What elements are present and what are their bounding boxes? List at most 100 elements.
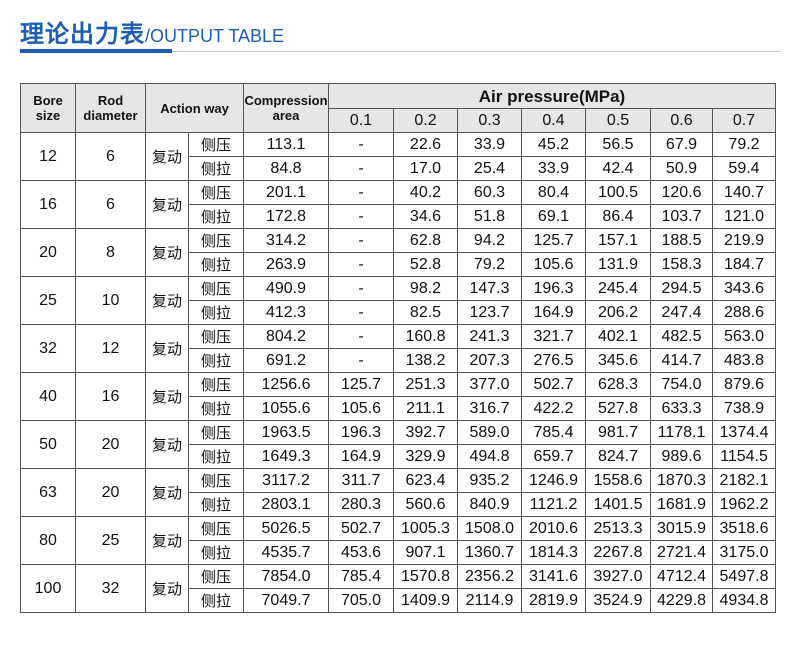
force-cell: 907.1 (393, 540, 458, 565)
force-cell: 100.5 (585, 180, 651, 205)
force-cell: 422.2 (521, 396, 586, 421)
action-cell: 复动 (145, 420, 189, 469)
area-cell: 691.2 (243, 348, 329, 373)
bore-cell: 80 (20, 516, 76, 565)
force-cell: 219.9 (712, 228, 776, 253)
data-row: 80 25 复动 侧压 5026.5 502.7 1005.3 1508.0 2010.6 251… (20, 516, 776, 565)
bore-cell: 63 (20, 468, 76, 517)
force-cell: 840.9 (457, 492, 522, 517)
force-cell: 879.6 (712, 372, 776, 397)
force-cell: 105.6 (328, 396, 394, 421)
mode-cell: 侧压 (188, 468, 244, 493)
force-cell: 4934.8 (712, 588, 776, 613)
bore-cell: 25 (20, 276, 76, 325)
action-cell: 复动 (145, 516, 189, 565)
bore-cell: 32 (20, 324, 76, 373)
force-cell: 121.0 (712, 204, 776, 229)
data-row: 侧拉 172.8-34.6 51.8 69.1 86.4 103.7 121.0 (21, 204, 776, 229)
rod-cell: 25 (75, 516, 146, 565)
force-cell: 3927.0 (585, 564, 651, 589)
force-cell: 247.4 (650, 300, 713, 325)
force-cell: 414.7 (650, 348, 713, 373)
bore-cell: 20 (20, 228, 76, 277)
data-row: 25 10 复动 侧压 490.9-98.2 147.3 196.3 245.4 294.5 34… (20, 276, 776, 325)
force-cell: 2721.4 (650, 540, 713, 565)
force-cell: 241.3 (457, 324, 522, 349)
force-cell: 502.7 (521, 372, 586, 397)
rod-cell: 8 (75, 228, 146, 277)
force-cell: 527.8 (585, 396, 651, 421)
data-row: 32 12 复动 侧压 804.2-160.8 241.3 321.7 402.1 482.5 5… (20, 324, 776, 373)
force-cell: 196.3 (521, 276, 586, 301)
area-cell: 1055.6 (243, 396, 329, 421)
force-cell: 824.7 (585, 444, 651, 469)
area-cell: 4535.7 (243, 540, 329, 565)
force-cell: 2513.3 (585, 516, 651, 541)
force-cell: - (328, 204, 394, 229)
action-cell: 复动 (145, 132, 189, 181)
force-cell: 131.9 (585, 252, 651, 277)
force-cell: 1121.2 (521, 492, 586, 517)
force-cell: 245.4 (585, 276, 651, 301)
force-cell: 1962.2 (712, 492, 776, 517)
rod-cell: 10 (75, 276, 146, 325)
bore-cell: 16 (20, 180, 76, 229)
force-cell: 160.8 (393, 324, 458, 349)
mode-cell: 侧拉 (188, 252, 244, 277)
force-cell: 705.0 (328, 588, 394, 613)
action-cell: 复动 (145, 276, 189, 325)
force-cell: 343.6 (712, 276, 776, 301)
area-cell: 804.2 (243, 324, 329, 349)
area-cell: 490.9 (243, 276, 329, 301)
force-cell: - (328, 228, 394, 253)
force-cell: 392.7 (393, 420, 458, 445)
mode-cell: 侧拉 (188, 588, 244, 613)
force-cell: 86.4 (585, 204, 651, 229)
force-cell: 50.9 (650, 156, 713, 181)
force-cell: 69.1 (521, 204, 586, 229)
force-cell: 184.7 (712, 252, 776, 277)
force-cell: 62.8 (393, 228, 458, 253)
force-cell: 5497.8 (712, 564, 776, 589)
force-cell: 754.0 (650, 372, 713, 397)
data-row: 侧拉 263.9-52.8 79.2 105.6 131.9 158.3 184.7 (21, 252, 776, 277)
area-cell: 1649.3 (243, 444, 329, 469)
force-cell: 989.6 (650, 444, 713, 469)
data-row: 16 6 复动 侧压 201.1-40.2 60.3 80.4 100.5 120.6 140.7 (20, 180, 776, 229)
force-cell: - (328, 132, 394, 157)
data-row: 12 6 复动 侧压 113.1-22.6 33.9 45.2 56.5 67.9 79.2 (20, 132, 776, 181)
force-cell: 2010.6 (521, 516, 586, 541)
force-cell: 94.2 (457, 228, 522, 253)
pressure-cell: 0.1 (328, 108, 394, 133)
force-cell: 125.7 (328, 372, 394, 397)
force-cell: 1154.5 (712, 444, 776, 469)
force-cell: 33.9 (457, 132, 522, 157)
force-cell: 125.7 (521, 228, 586, 253)
title-en: /OUTPUT TABLE (145, 26, 285, 46)
rod-cell: 16 (75, 372, 146, 421)
pressure-cell: 0.7 (712, 108, 776, 133)
force-cell: 1005.3 (393, 516, 458, 541)
area-cell: 412.3 (243, 300, 329, 325)
force-cell: 785.4 (521, 420, 586, 445)
pressure-cell: 0.3 (457, 108, 522, 133)
mode-cell: 侧拉 (188, 348, 244, 373)
rod-cell: 6 (75, 180, 146, 229)
action-cell: 复动 (145, 564, 189, 613)
force-cell: 25.4 (457, 156, 522, 181)
area-cell: 172.8 (243, 204, 329, 229)
force-cell: 1409.9 (393, 588, 458, 613)
area-cell: 5026.5 (243, 516, 329, 541)
force-cell: 52.8 (393, 252, 458, 277)
force-cell: 2267.8 (585, 540, 651, 565)
force-cell: - (328, 348, 394, 373)
force-cell: 377.0 (457, 372, 522, 397)
force-cell: 563.0 (712, 324, 776, 349)
force-cell: 79.2 (712, 132, 776, 157)
force-cell: 80.4 (521, 180, 586, 205)
force-cell: 79.2 (457, 252, 522, 277)
header-cell: Compression area (243, 83, 329, 133)
rod-cell: 6 (75, 132, 146, 181)
force-cell: - (328, 252, 394, 277)
force-cell: 321.7 (521, 324, 586, 349)
